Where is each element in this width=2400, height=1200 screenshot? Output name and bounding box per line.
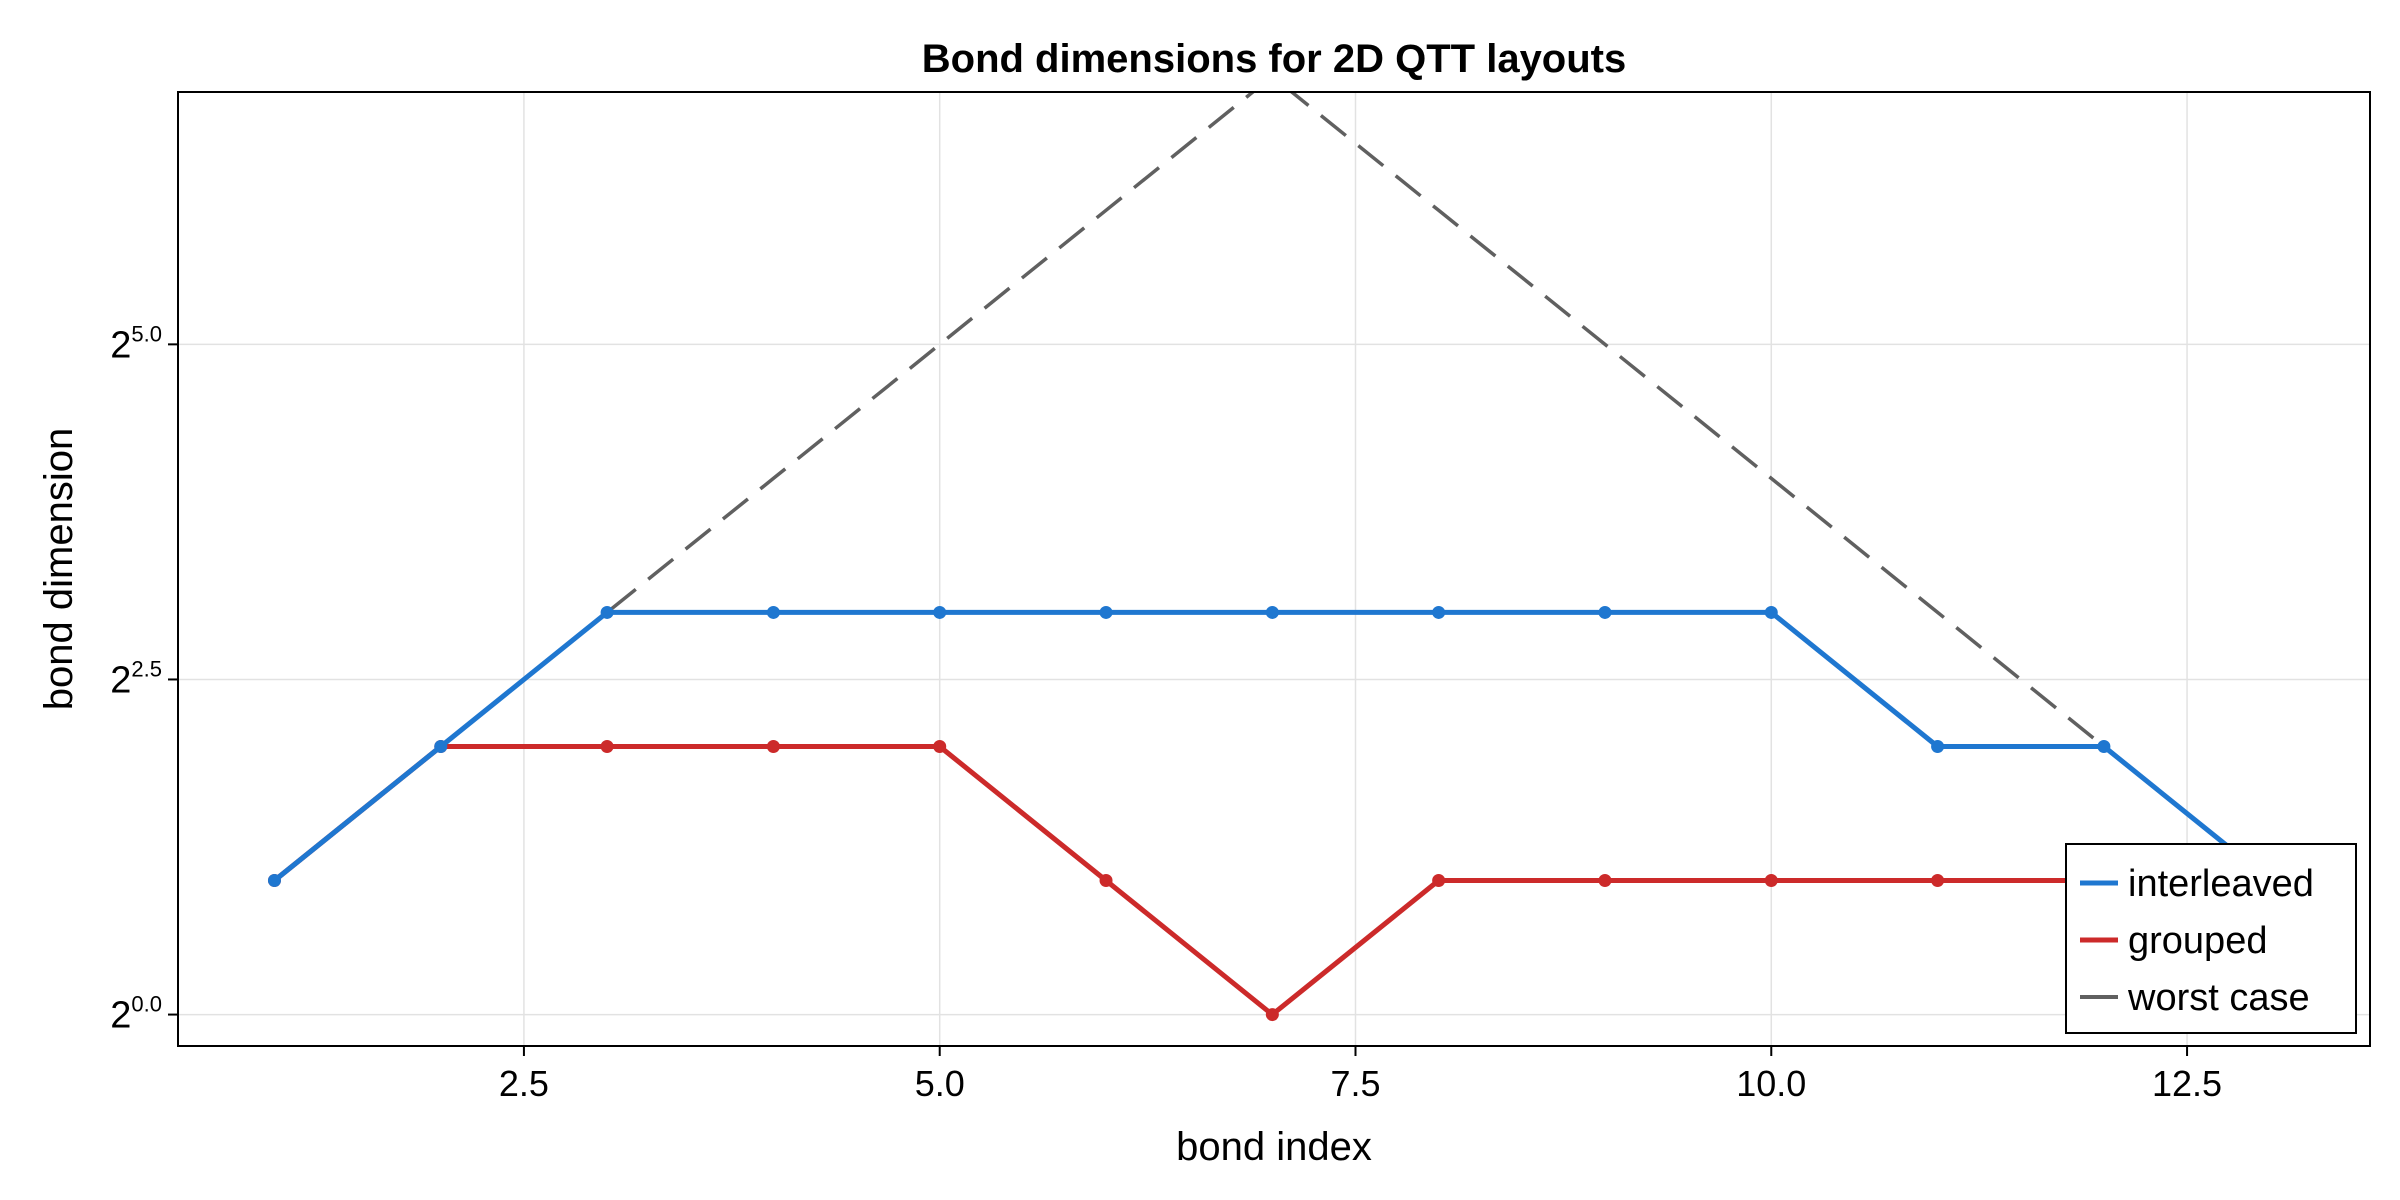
- data-point-grouped: [1099, 874, 1113, 888]
- data-point-interleaved: [933, 605, 947, 619]
- data-point-grouped: [1265, 1008, 1279, 1022]
- data-point-grouped: [1598, 874, 1612, 888]
- x-tick-label: 12.5: [2152, 1063, 2222, 1104]
- legend-label-interleaved: interleaved: [2128, 863, 2314, 905]
- data-point-interleaved: [1931, 739, 1945, 753]
- y-tick-label: 20.0: [110, 992, 162, 1037]
- y-axis-label: bond dimension: [37, 428, 81, 710]
- y-tick-label: 25.0: [110, 321, 162, 366]
- legend: interleaved grouped worst case: [2065, 843, 2357, 1034]
- data-point-grouped: [933, 739, 947, 753]
- data-point-interleaved: [1598, 605, 1612, 619]
- data-point-interleaved: [1265, 605, 1279, 619]
- legend-label-worst-case: worst case: [2127, 977, 2310, 1019]
- data-point-interleaved: [1764, 605, 1778, 619]
- data-point-interleaved: [434, 739, 448, 753]
- data-point-grouped: [766, 739, 780, 753]
- data-point-interleaved: [1099, 605, 1113, 619]
- data-point-interleaved: [2097, 739, 2111, 753]
- plot-frame: [177, 91, 2371, 1047]
- data-point-grouped: [1432, 874, 1446, 888]
- axis-ticks: 2.5 5.0 7.5 10.0 12.5 20.0 22.5 25.0: [110, 321, 2222, 1104]
- chart-title: Bond dimensions for 2D QTT layouts: [922, 37, 1627, 81]
- plot-series: [267, 92, 2277, 1022]
- data-point-interleaved: [600, 605, 614, 619]
- x-tick-label: 5.0: [915, 1063, 965, 1104]
- data-point-interleaved: [1432, 605, 1446, 619]
- data-point-grouped: [600, 739, 614, 753]
- x-tick-label: 7.5: [1330, 1063, 1380, 1104]
- data-point-grouped: [1764, 874, 1778, 888]
- data-point-interleaved: [766, 605, 780, 619]
- x-axis-label: bond index: [1176, 1125, 1372, 1169]
- x-tick-label: 2.5: [499, 1063, 549, 1104]
- legend-label-grouped: grouped: [2128, 920, 2267, 962]
- data-point-grouped: [1931, 874, 1945, 888]
- y-tick-label: 22.5: [110, 656, 162, 701]
- series-line-worst-case: [273, 92, 2272, 882]
- data-point-interleaved: [267, 874, 281, 888]
- x-tick-label: 10.0: [1736, 1063, 1806, 1104]
